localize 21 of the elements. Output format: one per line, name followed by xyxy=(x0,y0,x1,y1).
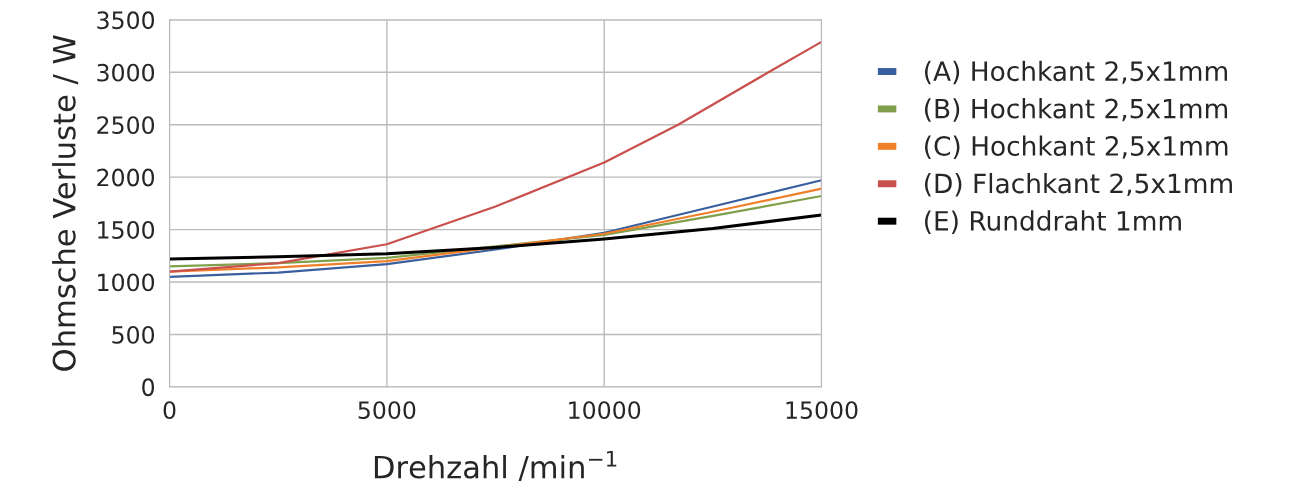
y-tick-label: 3500 xyxy=(97,11,155,30)
x-tick-label: 15000 xyxy=(786,401,858,420)
x-tick-label: 10000 xyxy=(569,401,641,420)
line-series xyxy=(169,213,822,261)
y-tick-label: 1000 xyxy=(98,273,155,292)
x-tick-label: 5000 xyxy=(358,401,416,420)
y-tick-label: 2500 xyxy=(97,116,155,135)
y-tick-label: 0 xyxy=(142,378,155,397)
y-axis-title: Ohmsche Verluste / W xyxy=(52,35,79,371)
legend-label: (C) Hochkant 2,5x1mm xyxy=(925,135,1228,160)
legend-label: (A) Hochkant 2,5x1mm xyxy=(925,60,1227,85)
x-axis-title: Drehzahl /min$^{−1}$ xyxy=(374,450,617,481)
y-tick-label: 3000 xyxy=(97,63,155,82)
line-series xyxy=(169,40,822,273)
legend-label: (E) Runddraht 1mm xyxy=(925,210,1181,234)
y-tick-label: 1500 xyxy=(98,221,155,239)
legend-label: (D) Flachkant 2,5x1mm xyxy=(925,172,1232,197)
y-tick-label: 2000 xyxy=(97,168,155,187)
x-tick-label: 0 xyxy=(163,401,176,420)
legend-label: (B) Hochkant 2,5x1mm xyxy=(925,98,1228,122)
y-tick-label: 500 xyxy=(112,325,155,344)
